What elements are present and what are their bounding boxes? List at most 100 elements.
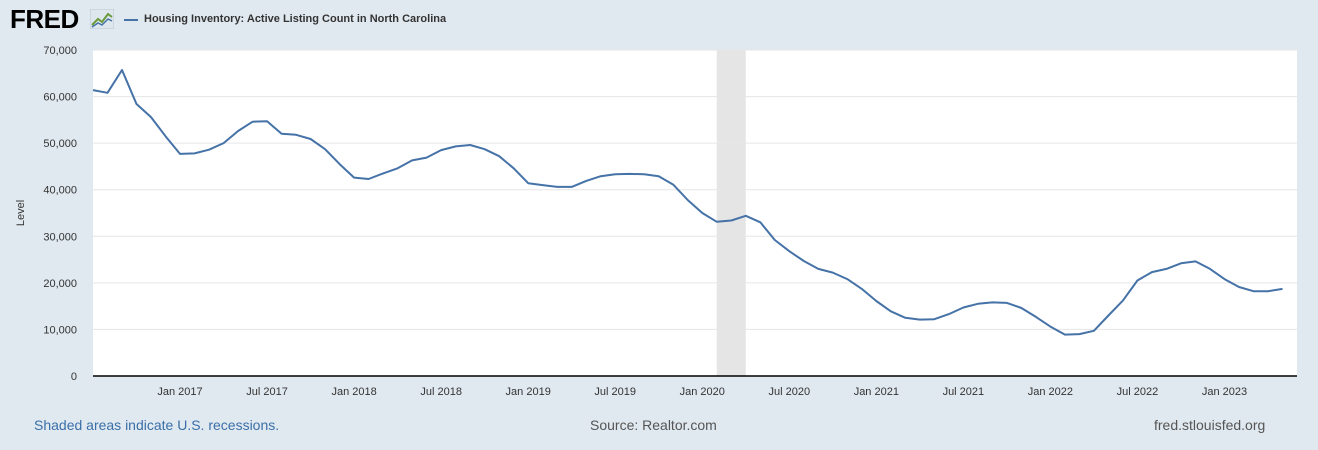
data-point[interactable] — [553, 183, 561, 191]
x-tick-label: Jan 2022 — [1028, 386, 1073, 398]
data-point[interactable] — [423, 154, 431, 162]
data-point[interactable] — [292, 131, 300, 139]
data-point[interactable] — [800, 257, 808, 265]
data-point[interactable] — [524, 179, 532, 187]
fred-chart-icon — [90, 9, 114, 29]
data-point[interactable] — [307, 135, 315, 143]
data-point[interactable] — [1177, 259, 1185, 267]
data-point[interactable] — [104, 89, 112, 97]
data-point[interactable] — [1148, 268, 1156, 276]
data-point[interactable] — [727, 216, 735, 224]
data-point[interactable] — [1017, 304, 1025, 312]
x-tick-label: Jan 2020 — [680, 386, 725, 398]
data-point[interactable] — [495, 152, 503, 160]
data-point[interactable] — [771, 236, 779, 244]
data-point[interactable] — [872, 297, 880, 305]
data-point[interactable] — [1264, 287, 1272, 295]
data-point[interactable] — [698, 209, 706, 217]
data-point[interactable] — [582, 177, 590, 185]
source-credit: Source: Realtor.com — [590, 417, 717, 433]
data-point[interactable] — [684, 196, 692, 204]
data-point[interactable] — [539, 181, 547, 189]
data-point[interactable] — [481, 145, 489, 153]
data-point[interactable] — [263, 117, 271, 125]
x-tick-label: Jan 2023 — [1202, 386, 1247, 398]
data-point[interactable] — [785, 247, 793, 255]
data-point[interactable] — [742, 212, 750, 220]
data-point[interactable] — [452, 142, 460, 150]
legend-series-label: Housing Inventory: Active Listing Count … — [144, 13, 447, 25]
data-point[interactable] — [89, 86, 97, 94]
x-tick-label: Jul 2022 — [1117, 386, 1159, 398]
data-point[interactable] — [1191, 257, 1199, 265]
data-point[interactable] — [669, 181, 677, 189]
data-point[interactable] — [814, 265, 822, 273]
data-point[interactable] — [278, 130, 286, 138]
data-point[interactable] — [1003, 299, 1011, 307]
data-point[interactable] — [1220, 275, 1228, 283]
data-point[interactable] — [901, 314, 909, 322]
data-point[interactable] — [626, 170, 634, 178]
data-point[interactable] — [1032, 313, 1040, 321]
data-point[interactable] — [249, 118, 257, 126]
data-point[interactable] — [118, 66, 126, 74]
data-point[interactable] — [510, 164, 518, 172]
fred-site-link[interactable]: fred.stlouisfed.org — [1154, 417, 1266, 433]
series-line[interactable] — [92, 69, 1283, 336]
data-point[interactable] — [1046, 323, 1054, 331]
data-point[interactable] — [1249, 287, 1257, 295]
data-point[interactable] — [1104, 311, 1112, 319]
data-point[interactable] — [1206, 265, 1214, 273]
data-point[interactable] — [959, 304, 967, 312]
data-point[interactable] — [379, 169, 387, 177]
data-point[interactable] — [568, 183, 576, 191]
data-point[interactable] — [713, 218, 721, 226]
data-point[interactable] — [1278, 285, 1286, 293]
data-point[interactable] — [205, 146, 213, 154]
data-point[interactable] — [887, 307, 895, 315]
data-point[interactable] — [408, 156, 416, 164]
data-point[interactable] — [394, 164, 402, 172]
data-point[interactable] — [176, 150, 184, 158]
chart-area[interactable]: 0 10,000 20,000 30,000 40,000 50,000 60,000 70,… — [0, 40, 1318, 410]
data-point[interactable] — [974, 300, 982, 308]
data-point[interactable] — [756, 218, 764, 226]
line-chart[interactable]: 0 10,000 20,000 30,000 40,000 50,000 60,000 70,… — [0, 40, 1318, 410]
data-point[interactable] — [321, 145, 329, 153]
data-point[interactable] — [655, 172, 663, 180]
data-point[interactable] — [336, 160, 344, 168]
fred-logo[interactable]: FRED — [10, 4, 79, 34]
data-point[interactable] — [1119, 297, 1127, 305]
data-point[interactable] — [1061, 331, 1069, 339]
y-tick-label: 0 — [71, 371, 77, 383]
data-point[interactable] — [611, 170, 619, 178]
data-point[interactable] — [1075, 330, 1083, 338]
data-point[interactable] — [1235, 283, 1243, 291]
data-point[interactable] — [640, 170, 648, 178]
y-tick-label: 30,000 — [43, 231, 77, 243]
data-point[interactable] — [930, 315, 938, 323]
data-point[interactable] — [1133, 277, 1141, 285]
data-point[interactable] — [945, 310, 953, 318]
data-point[interactable] — [466, 141, 474, 149]
x-tick-label: Jul 2020 — [768, 386, 810, 398]
data-point[interactable] — [1162, 265, 1170, 273]
data-point[interactable] — [858, 285, 866, 293]
data-point[interactable] — [843, 275, 851, 283]
data-point[interactable] — [1090, 327, 1098, 335]
x-tick-label: Jan 2021 — [854, 386, 899, 398]
data-point[interactable] — [147, 113, 155, 121]
data-point[interactable] — [988, 298, 996, 306]
data-point[interactable] — [916, 316, 924, 324]
data-point[interactable] — [220, 139, 228, 147]
data-point[interactable] — [133, 100, 141, 108]
data-point[interactable] — [365, 175, 373, 183]
data-point[interactable] — [162, 132, 170, 140]
data-point[interactable] — [234, 127, 242, 135]
data-point[interactable] — [437, 146, 445, 154]
data-point[interactable] — [829, 269, 837, 277]
y-tick-label: 60,000 — [43, 92, 77, 104]
data-point[interactable] — [191, 149, 199, 157]
data-point[interactable] — [597, 172, 605, 180]
data-point[interactable] — [350, 174, 358, 182]
